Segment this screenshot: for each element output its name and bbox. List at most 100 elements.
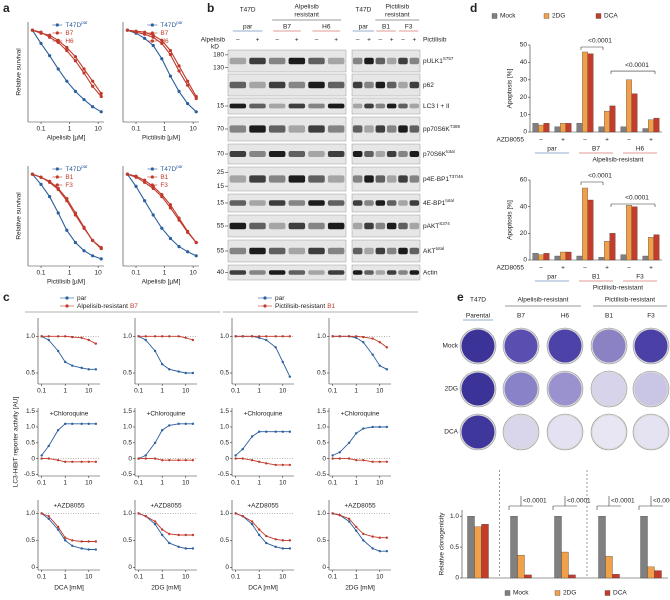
blot-band xyxy=(375,125,386,133)
blot-band xyxy=(288,247,306,255)
data-point xyxy=(144,338,147,342)
x-tick-label: 10 xyxy=(85,480,93,487)
y-tick-label: 1.0 xyxy=(26,333,35,340)
treatment-label: AZD8055 xyxy=(497,265,525,272)
blot-band xyxy=(386,247,397,255)
data-point xyxy=(177,545,180,549)
clone-label: H6 xyxy=(322,24,331,31)
plate-stain xyxy=(504,372,538,406)
series-line xyxy=(41,335,96,370)
blot-band xyxy=(288,151,306,157)
bar xyxy=(568,574,576,579)
y-tick-label: 0.5 xyxy=(123,537,132,544)
blot-strip xyxy=(351,49,421,73)
data-point xyxy=(186,102,190,106)
blot-strip xyxy=(351,166,421,192)
y-tick-label: -0.5 xyxy=(121,471,133,478)
data-point xyxy=(355,525,358,529)
data-point xyxy=(99,247,103,251)
clone-label: F3 xyxy=(405,24,413,31)
data-point xyxy=(64,335,67,338)
data-point xyxy=(65,79,69,83)
bar xyxy=(532,123,539,133)
y-tick-label: 1.0 xyxy=(220,333,229,340)
clone-label: B7 xyxy=(283,24,291,31)
blot-strip xyxy=(351,193,421,213)
group-label: par xyxy=(547,146,557,153)
bar xyxy=(560,123,566,133)
blot-band xyxy=(288,125,306,133)
data-point xyxy=(47,517,50,521)
blot-band xyxy=(364,247,374,255)
data-point xyxy=(56,335,60,338)
y-tick-label: -0.5 xyxy=(24,471,36,478)
x-tick-label: 0.1 xyxy=(134,574,143,581)
y-tick-label: 0 xyxy=(225,455,229,462)
legend-label-part: F3 xyxy=(160,182,168,189)
x-tick-label: + xyxy=(605,265,609,272)
y-tick-label: 0.5 xyxy=(26,537,35,544)
bar xyxy=(626,79,632,133)
protein-label: Actin xyxy=(423,269,438,276)
protein-label: LC3 I + II xyxy=(423,103,450,110)
x-axis-label: Alpelisib [µM] xyxy=(47,135,86,142)
p-value: <0.0001 xyxy=(588,173,612,180)
data-point xyxy=(47,444,50,448)
protein-label-part: total xyxy=(446,149,455,154)
y-tick-label: 0.5 xyxy=(317,370,326,377)
data-point xyxy=(184,336,187,339)
data-point xyxy=(265,430,268,433)
bar xyxy=(640,516,648,579)
legend-label: Alpelisib-resistant B7 xyxy=(77,303,138,310)
data-point xyxy=(153,441,157,444)
annotation: +Chloroquine xyxy=(244,411,283,418)
blot-band xyxy=(249,175,266,183)
data-point xyxy=(125,28,130,32)
series-line xyxy=(332,513,387,552)
x-tick-label: 0.1 xyxy=(231,574,240,581)
annotation: +AZD8055 xyxy=(344,503,376,510)
legend-marker xyxy=(150,183,154,187)
y-tick-label: 1.0 xyxy=(123,424,132,431)
blot-band xyxy=(249,81,266,89)
x-tick-label: – xyxy=(583,265,587,272)
data-point xyxy=(71,539,74,542)
blot-band xyxy=(249,247,266,255)
data-point xyxy=(39,175,43,179)
panel-label: e xyxy=(457,290,464,304)
blot-band xyxy=(398,57,408,65)
cell-line-label: T47D xyxy=(240,7,256,14)
blot-band xyxy=(375,175,386,183)
y-tick-label: 1.5 xyxy=(317,408,326,415)
kd-marker: 55 xyxy=(217,223,225,230)
data-point xyxy=(48,54,52,58)
blot-band xyxy=(398,175,408,183)
data-point xyxy=(168,532,171,536)
legend-label: DCA xyxy=(613,590,627,597)
x-tick-label: 1 xyxy=(63,574,67,581)
plate-stain xyxy=(548,372,582,406)
protein-label: p62 xyxy=(423,82,434,89)
blot-band xyxy=(398,151,408,157)
blot-band xyxy=(308,175,325,183)
legend-label-part: T47D xyxy=(65,22,81,29)
series-line xyxy=(41,335,97,345)
plate-stain xyxy=(461,415,495,449)
kd-marker: 15 xyxy=(217,183,225,190)
x-tick-label: 10 xyxy=(182,388,190,395)
blot-band xyxy=(229,222,247,230)
p-value: <0.0001 xyxy=(611,498,635,505)
series-line xyxy=(332,513,387,539)
legend-swatch xyxy=(543,13,550,19)
data-point xyxy=(191,338,195,342)
x-tick-label: 10 xyxy=(376,480,384,487)
protein-label-part: pp70S6K xyxy=(423,126,450,133)
bar xyxy=(605,556,613,579)
x-tick-label: 1 xyxy=(257,388,261,395)
data-point xyxy=(186,83,190,87)
kd-marker: 55 xyxy=(217,248,225,255)
data-point xyxy=(241,457,244,460)
data-point xyxy=(281,463,284,467)
blot-band xyxy=(268,151,286,157)
data-point xyxy=(241,447,244,451)
